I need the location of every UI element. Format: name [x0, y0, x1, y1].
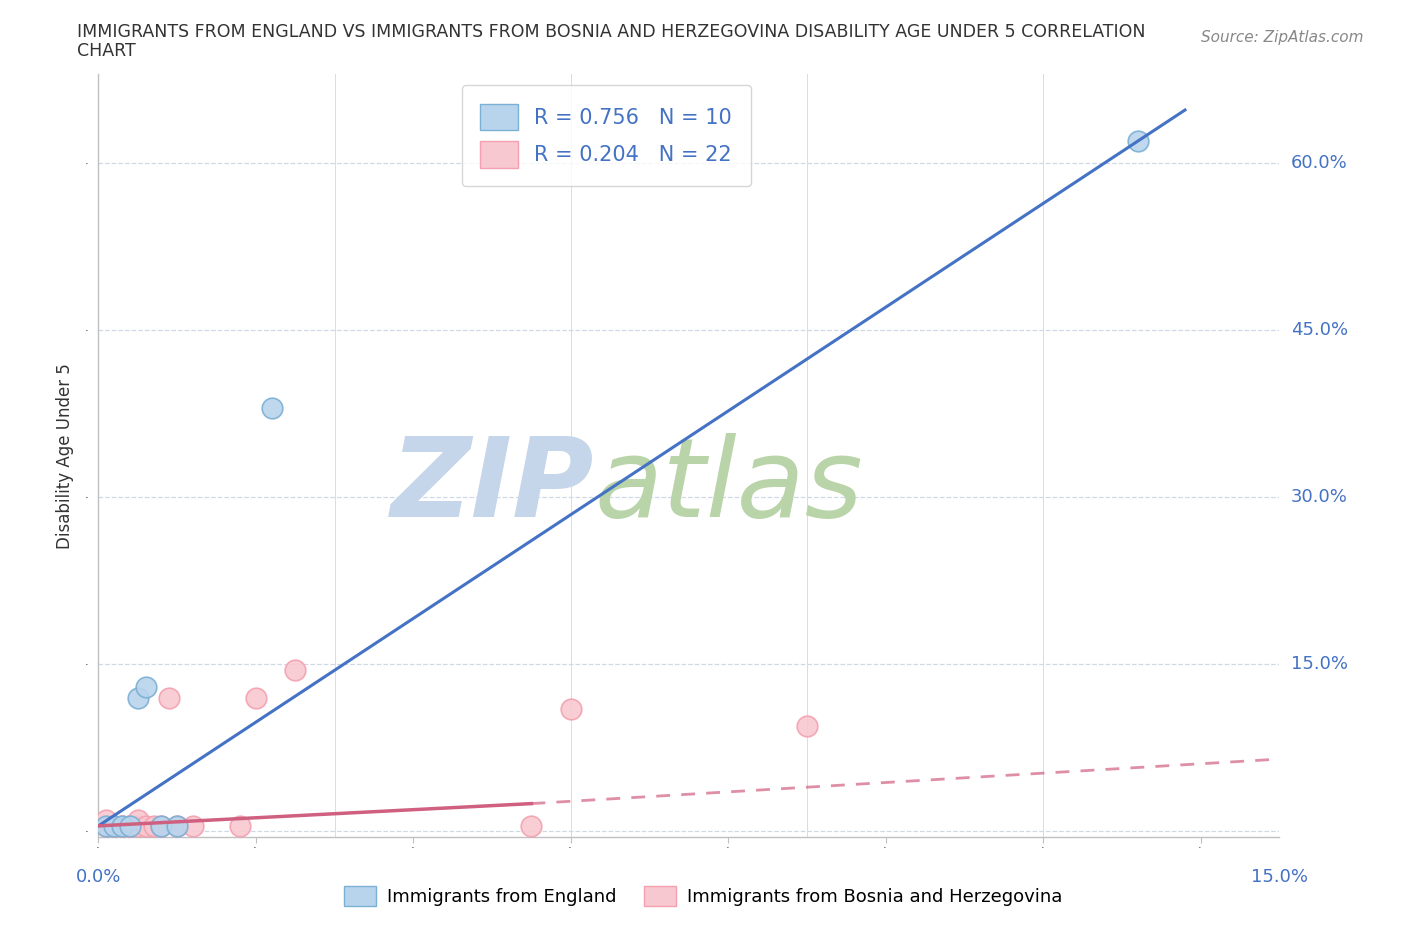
Point	[229, 818, 252, 833]
Y-axis label: Disability Age Under 5: Disability Age Under 5	[56, 363, 75, 549]
Point	[135, 818, 157, 833]
Legend: Immigrants from England, Immigrants from Bosnia and Herzegovina: Immigrants from England, Immigrants from…	[336, 879, 1070, 913]
Point	[1126, 134, 1149, 149]
Point	[127, 818, 149, 833]
Point	[150, 818, 173, 833]
Point	[118, 818, 141, 833]
Legend: R = 0.756   N = 10, R = 0.204   N = 22: R = 0.756 N = 10, R = 0.204 N = 22	[461, 85, 751, 186]
Point	[181, 818, 204, 833]
Point	[103, 818, 125, 833]
Point	[150, 818, 173, 833]
Text: IMMIGRANTS FROM ENGLAND VS IMMIGRANTS FROM BOSNIA AND HERZEGOVINA DISABILITY AGE: IMMIGRANTS FROM ENGLAND VS IMMIGRANTS FR…	[77, 23, 1146, 41]
Point	[166, 818, 188, 833]
Point	[166, 818, 188, 833]
Point	[796, 718, 818, 733]
Point	[284, 662, 307, 677]
Point	[520, 818, 543, 833]
Point	[96, 818, 118, 833]
Point	[96, 818, 118, 833]
Point	[96, 813, 118, 828]
Point	[245, 690, 267, 705]
Point	[103, 818, 125, 833]
Point	[111, 818, 134, 833]
Text: atlas: atlas	[595, 432, 863, 539]
Point	[135, 679, 157, 694]
Point	[111, 818, 134, 833]
Point	[127, 690, 149, 705]
Text: 45.0%: 45.0%	[1291, 322, 1348, 339]
Text: Source: ZipAtlas.com: Source: ZipAtlas.com	[1201, 30, 1364, 45]
Point	[560, 701, 582, 716]
Point	[118, 818, 141, 833]
Text: ZIP: ZIP	[391, 432, 595, 539]
Point	[260, 401, 283, 416]
Text: CHART: CHART	[77, 42, 136, 60]
Point	[157, 690, 180, 705]
Text: 60.0%: 60.0%	[1291, 154, 1347, 172]
Text: 0.0%: 0.0%	[76, 868, 121, 885]
Point	[127, 813, 149, 828]
Point	[103, 818, 125, 833]
Text: 30.0%: 30.0%	[1291, 488, 1347, 507]
Text: 15.0%: 15.0%	[1291, 656, 1347, 673]
Point	[142, 818, 165, 833]
Text: 15.0%: 15.0%	[1251, 868, 1308, 885]
Point	[118, 818, 141, 833]
Point	[111, 818, 134, 833]
